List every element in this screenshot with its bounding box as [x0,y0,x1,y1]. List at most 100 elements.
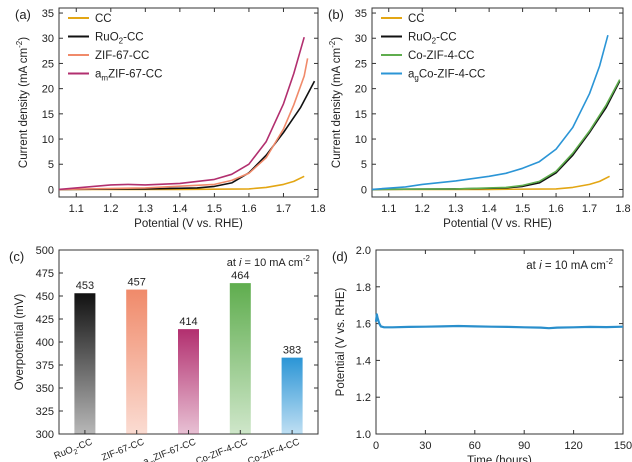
category-label-agcozif4: agCo-ZIF-4-CC [238,437,302,462]
x-axis-title: Potential (V vs. RHE) [134,218,243,230]
y-tick-label: 5 [361,159,367,171]
plot-frame [58,7,319,198]
category-label-zif67: ZIF-67-CC [100,437,146,462]
x-tick-label: 1.1 [381,203,396,215]
annotation-pre: at [227,257,239,269]
annotation-post: = 10 mA cm [241,257,302,269]
y-tick-label: 350 [36,383,54,395]
series-line-amzif67 [58,36,305,191]
y-tick-label: 1.8 [356,282,371,294]
legend-label-agcozif4: agCo-ZIF-4-CC [408,69,485,83]
condition-annotation: at i = 10 mA cm-2 [227,254,311,269]
y-axis-title-main: Current density (mA cm [331,48,343,168]
annotation-sup: -2 [606,257,614,266]
bar-cozif4 [229,283,251,434]
legend-label-cc: CC [95,13,112,25]
y-tick-label: 1.6 [356,319,371,331]
x-tick-label: 1.6 [548,203,563,215]
panel-b: (b) 1.1 1.2 1.3 1.4 1.5 1.6 1.7 1.8 0 5 10 15 20 25 30 3… [328,7,631,230]
y-tick-label: 500 [36,245,54,257]
plot-frame [375,249,624,435]
legend-label-zif67: ZIF-67-CC [95,50,149,62]
y-axis-title: Potential (V vs. RHE) [335,288,347,397]
y-tick-label: 2.0 [356,245,371,257]
y-tick-label: 35 [355,8,367,20]
y-tick-label: 15 [355,109,367,121]
bar-agcozif4 [281,357,303,434]
x-tick-label: 90 [518,440,530,452]
y-tick-label: 30 [355,33,367,45]
x-tick-label: 1.1 [69,203,84,215]
legend-label-cc: CC [408,13,425,25]
legend-label-sub: m [101,74,108,83]
bar-value-label: 453 [76,280,94,292]
plot-frame [371,7,624,198]
y-axis-title-sup: -2 [15,40,24,48]
panel-a: (a) 1.1 1.2 1.3 1.4 1.5 1.6 1.7 1.8 0 5 10 15 20 25 30 3… [15,7,326,230]
x-tick-label: 1.2 [415,203,430,215]
y-axis-title-main: Current density (mA cm [18,48,30,168]
legend-label-main: RuO [95,32,119,44]
x-tick-label: 1.8 [310,203,325,215]
y-tick-label: 475 [36,268,54,280]
y-tick-label: 1.4 [356,355,371,367]
category-label-main: a [238,458,248,462]
legend-label-ruo2: RuO2-CC [95,32,144,46]
y-tick-label: 10 [42,134,54,146]
y-tick-label: 400 [36,337,54,349]
category-label-main: a [142,455,152,462]
legend-label-main: ZIF-67-CC [95,50,149,62]
legend-label-rest: ZIF-67-CC [108,69,162,81]
y-tick-label: 25 [355,58,367,70]
series-line-stability [374,313,624,330]
x-tick-label: 1.7 [582,203,597,215]
legend-label-amzif67: amZIF-67-CC [95,69,162,83]
legend-label-main: a [95,69,102,81]
x-tick-label: 150 [614,440,632,452]
x-tick-label: 30 [419,440,431,452]
x-tick-label: 1.4 [481,203,496,215]
bar-value-label: 457 [128,277,146,289]
y-tick-label: 15 [42,109,54,121]
y-tick-label: 450 [36,291,54,303]
legend-label-ruo2: RuO2-CC [408,32,457,46]
x-tick-label: 1.3 [448,203,463,215]
y-tick-label: 0 [361,184,367,196]
y-axis-title-close: ) [331,37,343,41]
category-label-sub: 2 [73,448,79,456]
legend-label-cozif4: Co-ZIF-4-CC [408,50,474,62]
y-tick-label: 30 [42,33,54,45]
x-tick-label: 1.5 [515,203,530,215]
category-label-rest: Co-ZIF-4-CC [246,437,301,462]
x-tick-label: 120 [564,440,582,452]
x-tick-label: 60 [469,440,481,452]
series-line-ruo2 [58,80,316,191]
category-label-ruo2: RuO2-CC [52,437,94,462]
panel-d: (d) 0 30 60 90 120 150 1.0 1.2 1.4 1.6 1.8 2.0 Time (… [332,245,632,462]
y-tick-label: 300 [36,429,54,441]
y-tick-label: 425 [36,314,54,326]
y-tick-label: 25 [42,58,54,70]
x-tick-label: 1.6 [241,203,256,215]
bar-amzif67 [178,329,199,434]
annotation-pre: at [526,260,539,272]
legend-label-sub: 2 [432,37,437,46]
y-axis-title: Current density (mA cm-2) [328,37,343,168]
category-label-amzif67: amZIF-67-CC [142,437,199,462]
y-axis-title-close: ) [18,37,30,41]
series-line-ruo2 [371,80,621,191]
y-axis-title: Overpotential (mV) [14,294,26,391]
category-label-rest: ZIF-67-CC [152,437,198,462]
x-tick-label: 1.8 [615,203,630,215]
y-tick-label: 5 [48,159,54,171]
legend-label-sub: 2 [119,37,124,46]
y-tick-label: 10 [355,134,367,146]
category-label-sub: m [149,459,157,462]
legend-label-main: RuO [408,32,432,44]
condition-annotation: at i = 10 mA cm-2 [526,257,613,272]
y-axis-title: Current density (mA cm-2) [15,37,30,168]
y-axis-title-sup: -2 [328,40,337,48]
legend-label-rest: Co-ZIF-4-CC [419,69,485,81]
panel-label: (c) [9,249,24,264]
